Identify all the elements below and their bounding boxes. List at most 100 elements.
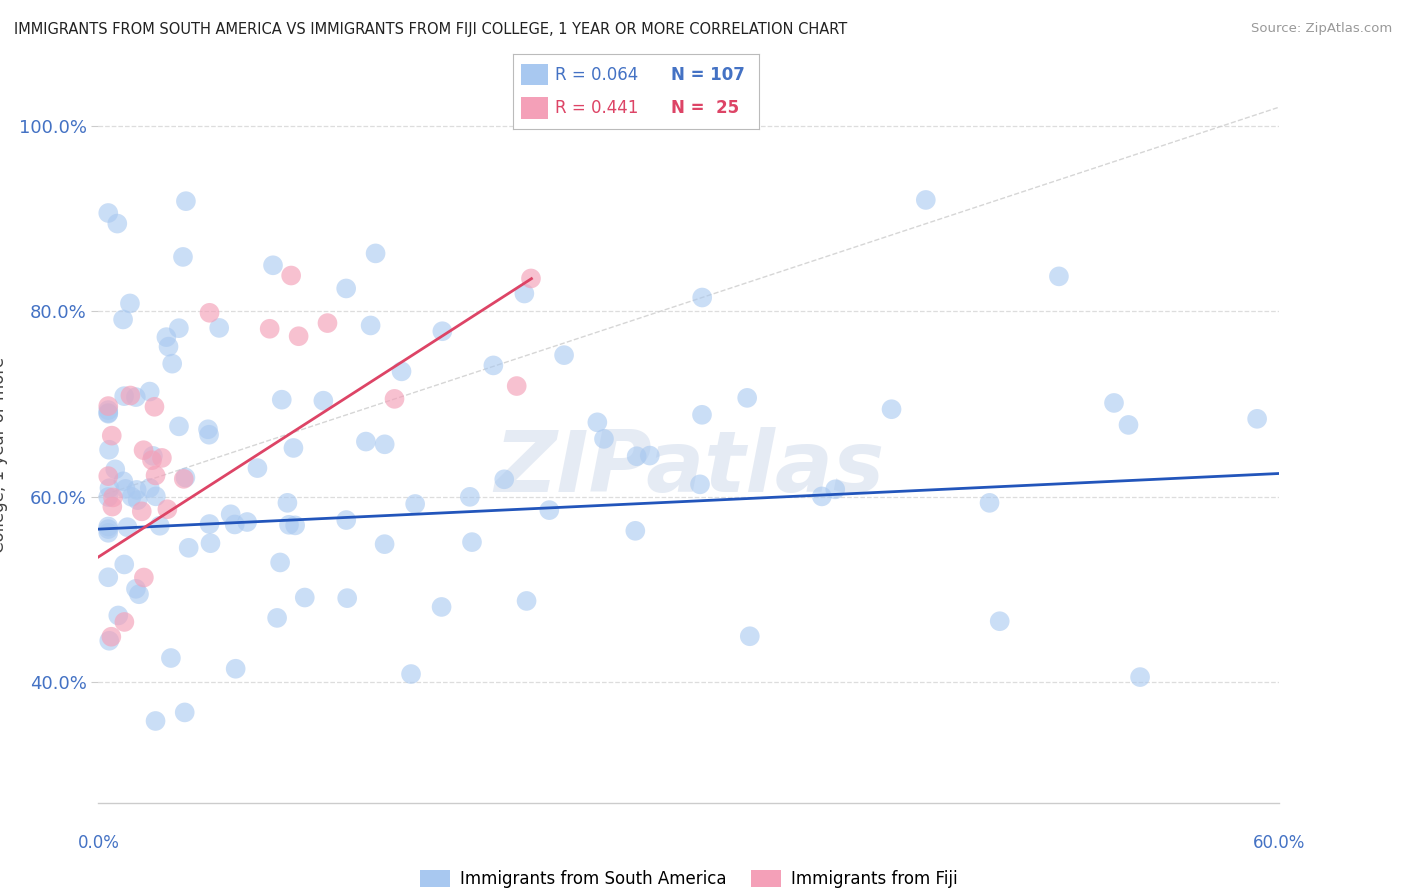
Point — [198, 306, 221, 320]
Point — [172, 250, 194, 264]
Point — [174, 470, 197, 484]
Point — [98, 442, 121, 457]
Point — [335, 513, 357, 527]
Point — [553, 348, 575, 362]
Point — [593, 432, 616, 446]
Point — [880, 402, 903, 417]
Point — [114, 482, 136, 496]
Point — [354, 434, 377, 449]
Point — [259, 322, 281, 336]
Point — [125, 582, 148, 596]
Point — [506, 379, 529, 393]
Point — [225, 662, 247, 676]
Point — [132, 443, 155, 458]
Point — [278, 517, 301, 532]
Point — [97, 403, 120, 417]
Point — [125, 483, 148, 497]
Point — [97, 469, 120, 483]
Point — [1047, 269, 1070, 284]
Point — [160, 651, 183, 665]
Point — [177, 541, 200, 555]
Point — [430, 599, 453, 614]
Point — [287, 329, 309, 343]
Point — [131, 504, 153, 518]
Point — [145, 714, 167, 728]
Text: IMMIGRANTS FROM SOUTH AMERICA VS IMMIGRANTS FROM FIJI COLLEGE, 1 YEAR OR MORE CO: IMMIGRANTS FROM SOUTH AMERICA VS IMMIGRA… — [14, 22, 848, 37]
Point — [624, 524, 647, 538]
Point — [112, 475, 135, 489]
Point — [143, 400, 166, 414]
Point — [520, 271, 543, 285]
Point — [141, 453, 163, 467]
Point — [262, 258, 284, 272]
Point — [461, 535, 484, 549]
Point — [160, 357, 183, 371]
Point — [97, 490, 120, 504]
Point — [120, 388, 142, 402]
Legend: Immigrants from South America, Immigrants from Fiji: Immigrants from South America, Immigrant… — [420, 871, 957, 888]
Point — [127, 493, 149, 508]
Point — [200, 536, 222, 550]
Point — [399, 667, 422, 681]
Point — [374, 537, 396, 551]
Point — [167, 321, 190, 335]
Point — [283, 441, 305, 455]
Point — [270, 392, 292, 407]
Y-axis label: College, 1 year or more: College, 1 year or more — [0, 357, 7, 553]
FancyBboxPatch shape — [520, 64, 547, 86]
Point — [107, 608, 129, 623]
Point — [1129, 670, 1152, 684]
Point — [173, 472, 195, 486]
Point — [138, 384, 160, 399]
Point — [198, 427, 221, 442]
Point — [979, 496, 1001, 510]
Point — [174, 194, 197, 209]
Point — [97, 570, 120, 584]
Point — [384, 392, 406, 406]
Point — [219, 508, 242, 522]
Point — [494, 472, 516, 486]
Point — [98, 481, 121, 495]
Point — [284, 518, 307, 533]
Point — [100, 428, 122, 442]
Point — [374, 437, 396, 451]
Point — [626, 449, 648, 463]
Point — [988, 614, 1011, 628]
Point — [97, 406, 120, 420]
Point — [97, 206, 120, 220]
Text: 0.0%: 0.0% — [77, 834, 120, 852]
Point — [482, 359, 505, 373]
Point — [138, 481, 160, 495]
Point — [824, 483, 846, 497]
Point — [811, 489, 834, 503]
Point — [224, 517, 246, 532]
Point — [112, 389, 135, 403]
Point — [316, 316, 339, 330]
Text: Source: ZipAtlas.com: Source: ZipAtlas.com — [1251, 22, 1392, 36]
Point — [335, 281, 357, 295]
Point — [155, 330, 177, 344]
Point — [738, 629, 761, 643]
Point — [97, 522, 120, 536]
Point — [246, 461, 269, 475]
Text: 60.0%: 60.0% — [1253, 834, 1306, 852]
Point — [516, 594, 538, 608]
Point — [132, 570, 155, 584]
Text: R = 0.441: R = 0.441 — [555, 99, 638, 117]
Point — [690, 291, 713, 305]
Text: N = 107: N = 107 — [671, 66, 745, 84]
Text: N =  25: N = 25 — [671, 99, 738, 117]
Point — [336, 591, 359, 606]
Point — [142, 449, 165, 463]
Point — [121, 490, 143, 504]
Point — [360, 318, 382, 333]
Point — [432, 324, 454, 338]
Text: R = 0.064: R = 0.064 — [555, 66, 638, 84]
Point — [112, 558, 135, 572]
Point — [538, 503, 561, 517]
Point — [364, 246, 387, 260]
Point — [125, 390, 148, 404]
Point — [97, 525, 120, 540]
Point — [117, 520, 139, 534]
Point — [157, 340, 180, 354]
